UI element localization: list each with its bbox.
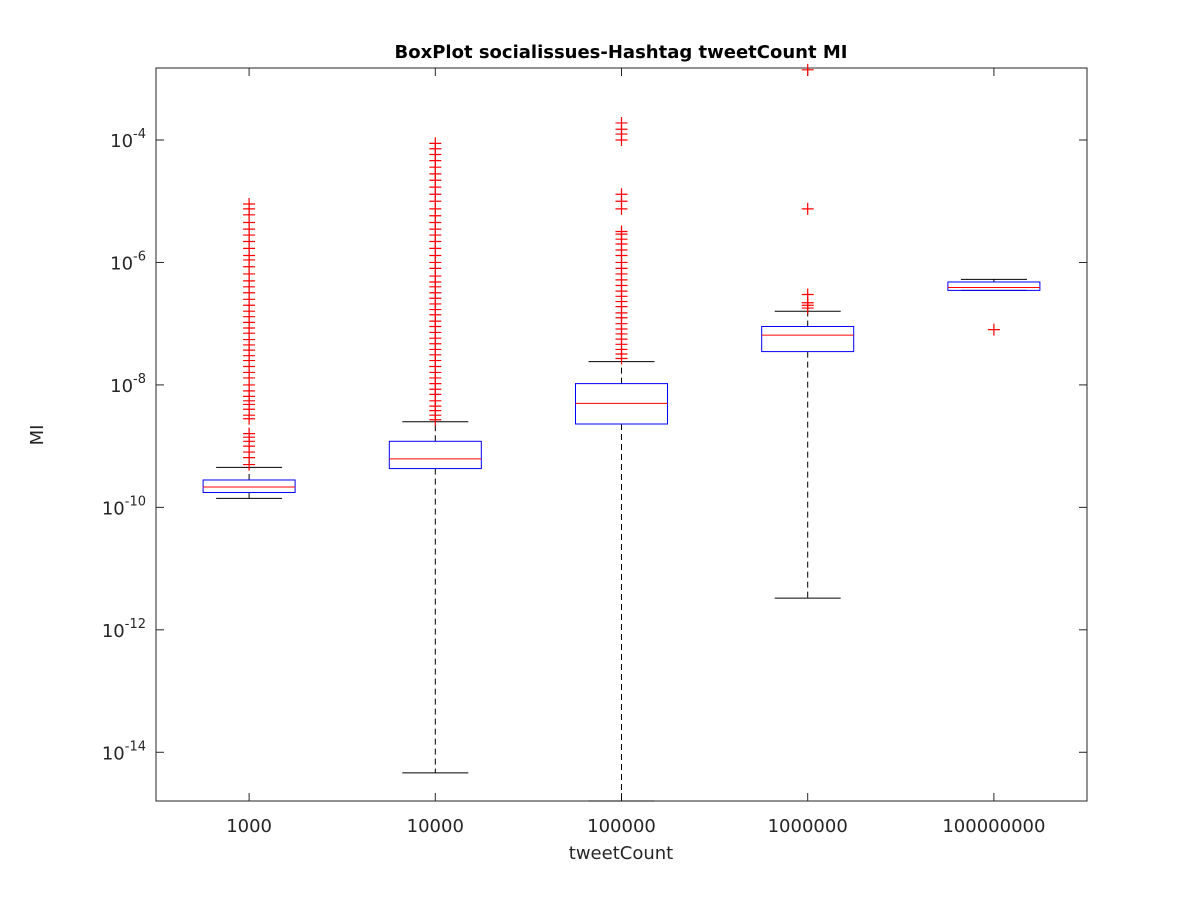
outlier-point	[615, 225, 628, 238]
iqr-box	[761, 325, 855, 353]
y-tick-label: 10-8	[110, 372, 146, 397]
box-group-1000000	[761, 63, 855, 599]
y-axis: 10-14 10-12 10-10 10-8 10-6 10-4	[102, 127, 1087, 764]
outlier-point	[801, 63, 814, 76]
chart-title: BoxPlot socialissues-Hashtag tweetCount …	[395, 42, 848, 63]
y-tick-label: 10-6	[110, 249, 146, 274]
box-group-100000	[575, 116, 668, 802]
outlier-point	[429, 137, 442, 150]
iqr-box	[202, 479, 296, 493]
outlier-point	[801, 202, 814, 215]
y-tick-label: 10-12	[102, 617, 146, 642]
x-tick-label: 1000	[226, 816, 272, 837]
outlier-point	[615, 116, 628, 129]
outlier-point	[243, 427, 256, 440]
outlier-point	[243, 198, 256, 211]
x-axis-label: tweetCount	[569, 843, 673, 864]
y-axis-label: MI	[27, 425, 48, 446]
y-tick-label: 10-14	[102, 739, 146, 764]
boxes-layer	[202, 63, 1041, 802]
iqr-box	[388, 440, 482, 470]
x-tick-label: 1000000	[768, 816, 848, 837]
x-tick-label: 10000	[407, 816, 464, 837]
box-group-10000	[388, 137, 482, 774]
x-tick-label: 100000	[587, 816, 656, 837]
y-tick-label: 10-10	[102, 494, 146, 519]
box-group-100000000	[947, 278, 1041, 336]
outlier-point	[615, 188, 628, 201]
x-axis: 1000 10000 100000 1000000 100000000	[226, 68, 1045, 837]
y-tick-label: 10-4	[110, 127, 146, 152]
outlier-point	[987, 323, 1000, 336]
iqr-box	[947, 281, 1041, 291]
box-group-1000	[202, 198, 296, 499]
outlier-point	[801, 288, 814, 301]
x-tick-label: 100000000	[942, 816, 1045, 837]
